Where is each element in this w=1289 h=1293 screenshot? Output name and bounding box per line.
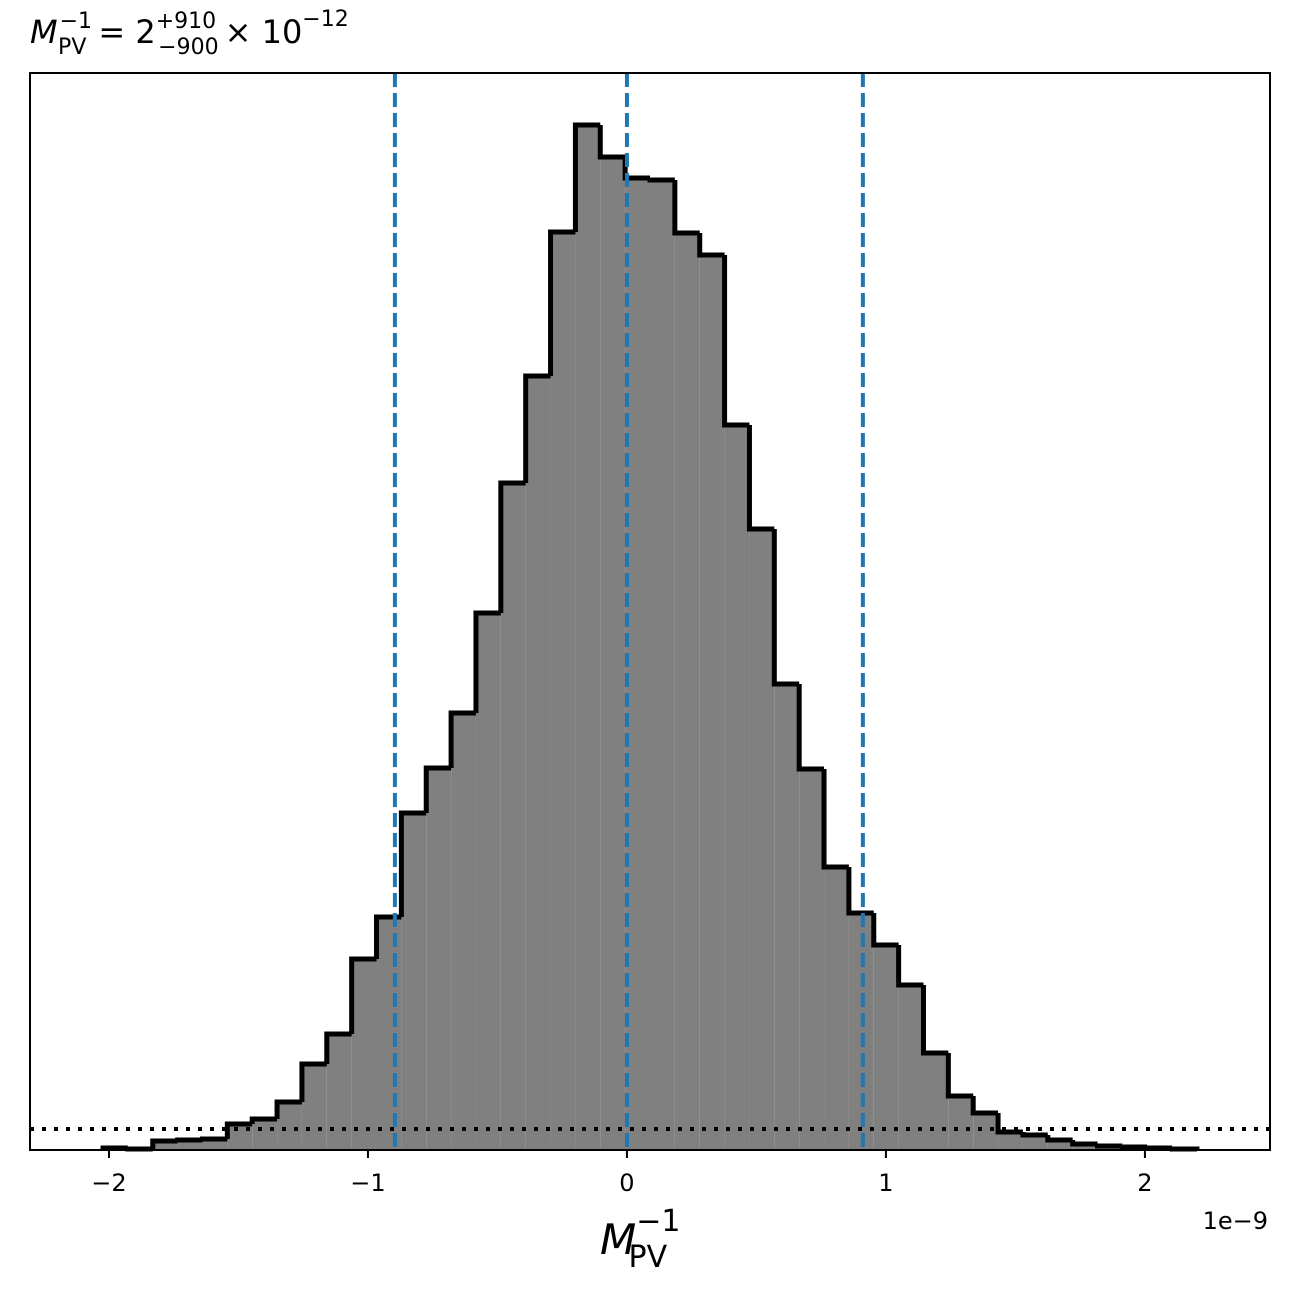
x-axis-label: M−1 PV [600, 1204, 680, 1275]
bar [1072, 1144, 1098, 1150]
bar-outline [473, 610, 501, 713]
bar [625, 178, 650, 1150]
bar [326, 1034, 352, 1150]
bar-outline [448, 710, 476, 768]
bar [600, 157, 626, 1150]
bar-outline [224, 1121, 253, 1139]
bar-outline [299, 1061, 327, 1102]
bar-outline [324, 1031, 352, 1064]
bar-outline [945, 1053, 974, 1099]
x-tick-label: 0 [619, 1169, 634, 1197]
bar [650, 180, 675, 1150]
bar-outline [498, 480, 526, 613]
bar-outline [548, 229, 576, 376]
bar-outline [1020, 1132, 1048, 1138]
bar [202, 1139, 228, 1150]
bar [451, 713, 476, 1150]
bar [873, 945, 899, 1150]
bar [998, 1132, 1023, 1150]
x-offset-label: 1e−9 [1203, 1207, 1268, 1235]
bar [948, 1096, 974, 1150]
bar-outline [150, 1138, 178, 1149]
bar [301, 1064, 327, 1150]
x-tick-label: −2 [91, 1169, 126, 1197]
bar-outline [349, 956, 377, 1034]
bar [475, 613, 501, 1150]
bar [277, 1102, 302, 1150]
bar [152, 1141, 178, 1150]
bar-outline [1045, 1135, 1073, 1143]
bar [848, 913, 874, 1150]
bar-outline [970, 1096, 999, 1116]
bar-outline [274, 1099, 302, 1119]
x-tick-label: 1 [878, 1169, 893, 1197]
chart-title: M−1 PV = 2+910 −900 × 10−12 [30, 7, 349, 60]
bar [575, 125, 601, 1150]
bar-outline [796, 684, 825, 772]
bar [749, 529, 775, 1150]
bar-outline [821, 769, 849, 870]
bar [674, 233, 700, 1150]
bar-outline [125, 1146, 153, 1152]
x-tick-label: −1 [350, 1169, 385, 1197]
bar [177, 1140, 203, 1150]
bar-outline [398, 810, 427, 917]
bar-outline [199, 1136, 228, 1142]
bar-outline [995, 1113, 1023, 1135]
bar [774, 684, 800, 1150]
plot-frame [29, 72, 1271, 1151]
bar [699, 255, 725, 1150]
bar-outline [1119, 1144, 1148, 1150]
bar [550, 232, 576, 1150]
bar-outline [896, 945, 924, 988]
bar-outline [647, 177, 675, 183]
bar-outline [722, 255, 750, 428]
bar [376, 917, 402, 1150]
bar [724, 425, 750, 1150]
bar [824, 867, 849, 1150]
bar-outline [920, 985, 949, 1056]
bar [500, 483, 526, 1150]
bar [1047, 1140, 1073, 1150]
bar [426, 768, 452, 1150]
bar-outline [175, 1137, 203, 1143]
bar-outline [423, 765, 452, 813]
bar-outline [1144, 1145, 1173, 1151]
bar [401, 813, 427, 1150]
bar-outline [771, 529, 800, 687]
bar [923, 1053, 949, 1150]
bar [252, 1119, 278, 1150]
bar [525, 376, 551, 1150]
bar-outline [572, 122, 601, 232]
bar [1022, 1135, 1048, 1150]
bar [351, 959, 377, 1150]
bar-outline [746, 425, 775, 532]
bar [898, 985, 924, 1150]
bar-outline [697, 233, 725, 258]
bar-outline [1095, 1143, 1123, 1149]
bar-outline [249, 1116, 278, 1124]
bar-outline [597, 125, 626, 160]
bar-outline [523, 373, 551, 483]
bar-outline [672, 180, 700, 236]
bar-outline [846, 867, 874, 916]
bar-outline [871, 913, 899, 948]
x-tick-label: 2 [1137, 1169, 1152, 1197]
bar-outline [1070, 1140, 1098, 1147]
bar [799, 769, 825, 1150]
bar [973, 1113, 999, 1150]
